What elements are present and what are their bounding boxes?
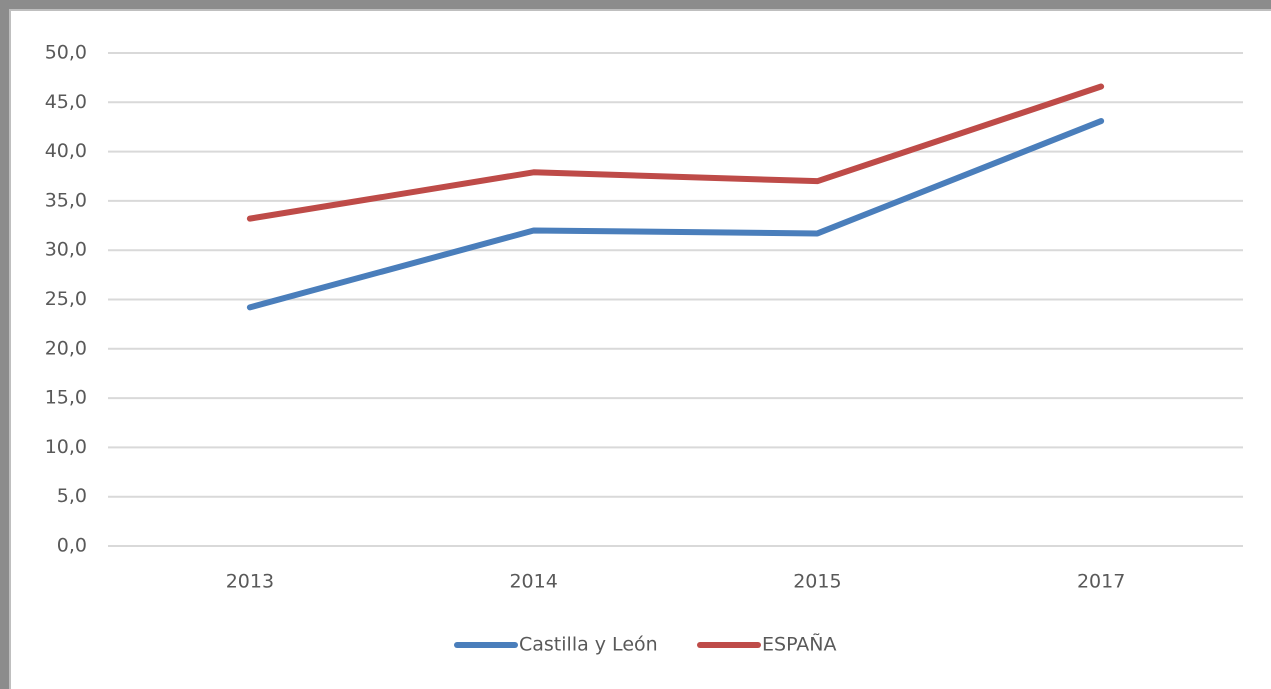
x-tick-label: 2015 [793,571,841,593]
x-tick-label: 2014 [509,571,557,593]
x-tick-label: 2013 [226,571,274,593]
series-line [246,118,1105,311]
series-line [246,83,1105,222]
y-tick-label: 50,0 [45,42,87,64]
y-tick-label: 25,0 [45,288,87,310]
legend-label: ESPAÑA [762,633,837,656]
y-tick-label: 40,0 [45,140,87,162]
y-tick-label: 10,0 [45,436,87,458]
y-tick-label: 30,0 [45,239,87,261]
x-tick-label: 2017 [1077,571,1125,593]
y-tick-label: 5,0 [57,485,87,507]
y-tick-label: 15,0 [45,387,87,409]
y-tick-label: 45,0 [45,91,87,113]
legend-label: Castilla y León [519,634,658,656]
y-tick-label: 35,0 [45,189,87,211]
y-tick-label: 0,0 [57,535,87,557]
y-tick-label: 20,0 [45,337,87,359]
